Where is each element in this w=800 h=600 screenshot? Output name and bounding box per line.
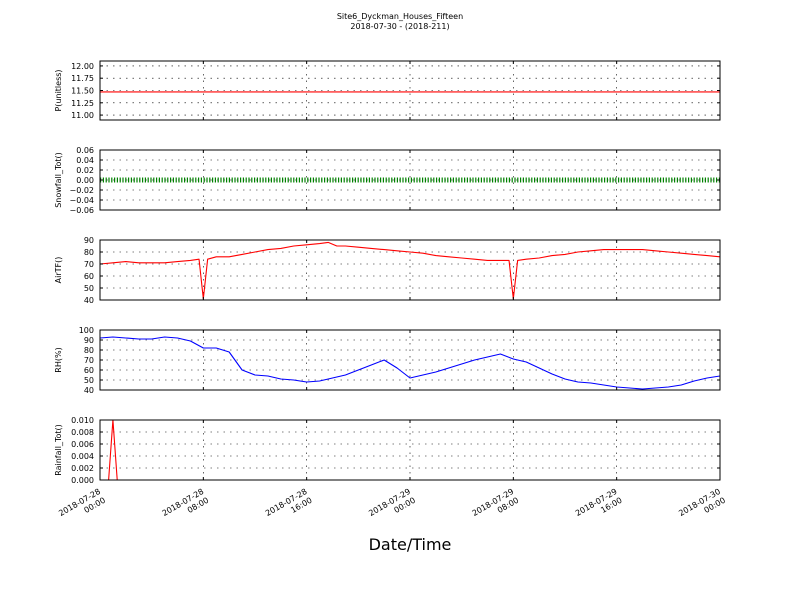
y-axis-label: RH(%) [54,347,63,372]
y-tick-label: 80 [84,346,94,355]
y-tick-label: 11.75 [71,74,94,83]
y-tick-label: 60 [84,272,94,281]
x-tick-labels: 2018-07-2800:00 2018-07-2808:00 2018-07-28… [57,487,727,527]
y-tick-label: 0.04 [76,156,94,165]
y-tick-label: −0.02 [69,186,94,195]
y-tick-label: −0.04 [69,196,94,205]
y-tick-label: 0.006 [71,440,94,449]
x-axis-label: Date/Time [369,535,452,554]
y-tick-label: 11.00 [71,111,94,120]
x-tick-label: 2018-07-2816:00 [264,487,314,527]
series-line [100,241,720,300]
y-tick-label: 12.00 [71,62,94,71]
x-tick-label: 2018-07-2916:00 [574,487,624,527]
chart-panels: 12.00 11.75 11.50 11.25 11.00 P(unitless) 0.06… [54,60,721,485]
x-tick-label: 2018-07-3000:00 [677,487,727,527]
x-tick-label: 2018-07-2908:00 [471,487,521,527]
y-tick-label: 40 [84,296,94,305]
figure-title-line1: Site6_Dyckman_Houses_Fifteen [337,12,463,21]
y-axis-label: AirTF() [54,257,63,284]
y-tick-label: 90 [84,336,94,345]
x-tick-label: 2018-07-2808:00 [161,487,211,527]
y-tick-label: 50 [84,284,94,293]
y-axis-label: Rainfall_Tot() [54,424,63,476]
y-tick-label: 80 [84,248,94,257]
panel-2: 0.060.040.020.00−0.02−0.04−0.06 Snowfall_… [54,146,721,215]
y-tick-label: 60 [84,366,94,375]
y-axis-label: Snowfall_Tot() [54,152,63,208]
y-tick-label: 11.50 [71,87,94,96]
y-tick-label: 0.002 [71,464,94,473]
y-tick-label: 90 [84,236,94,245]
series-line [100,420,720,480]
y-tick-label: −0.06 [69,206,94,215]
y-tick-label: 0.06 [76,146,94,155]
panel-5: 0.010 0.008 0.006 0.004 0.002 0.000 Rainfall_T… [54,416,721,485]
y-tick-label: 0.004 [71,452,94,461]
y-tick-label: 50 [84,376,94,385]
y-tick-label: 70 [84,356,94,365]
y-tick-label: 40 [84,386,94,395]
y-tick-label: 0.02 [76,166,94,175]
y-tick-label: 0.00 [76,176,94,185]
y-axis-label: P(unitless) [54,69,63,111]
x-tick-label: 2018-07-2800:00 [57,487,107,527]
y-tick-label: 70 [84,260,94,269]
y-tick-label: 100 [79,326,94,335]
y-tick-label: 0.008 [71,428,94,437]
y-tick-label: 0.000 [71,476,94,485]
plot-frame [99,239,721,301]
panel-1: 12.00 11.75 11.50 11.25 11.00 P(unitless) [54,60,721,121]
plot-frame [99,419,721,481]
panel-3: 90 80 70 60 50 40 AirTF() [54,236,721,305]
figure-title-line2: 2018-07-30 - (2018-211) [350,22,449,31]
y-tick-label: 11.25 [71,99,94,108]
y-tick-label: 0.010 [71,416,94,425]
x-tick-label: 2018-07-2900:00 [367,487,417,527]
